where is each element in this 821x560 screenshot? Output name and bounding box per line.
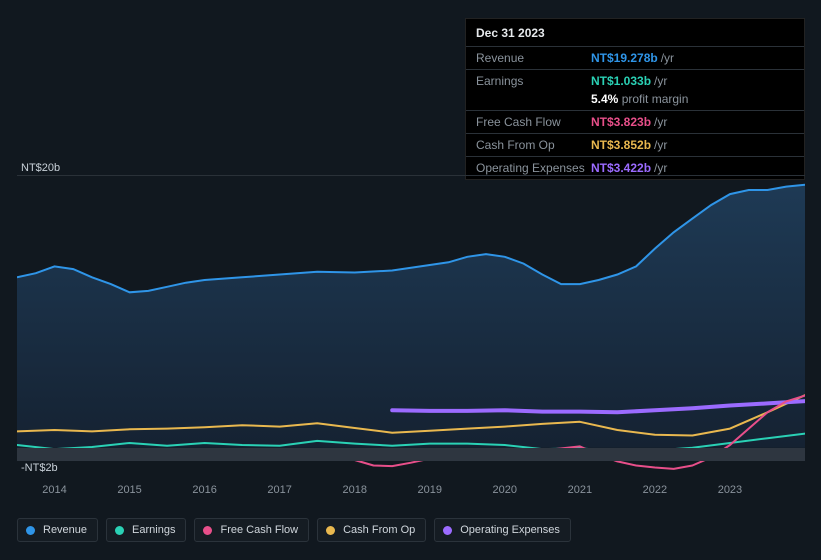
- chart-svg: [17, 175, 805, 475]
- legend-label: Earnings: [132, 524, 175, 536]
- x-tick-label: 2020: [493, 484, 517, 496]
- tooltip-value: NT$19.278b: [591, 51, 658, 65]
- x-tick-label: 2017: [267, 484, 291, 496]
- chart-tooltip: Dec 31 2023 RevenueNT$19.278b/yrEarnings…: [465, 18, 805, 180]
- legend-label: Free Cash Flow: [220, 524, 298, 536]
- legend-swatch-icon: [115, 526, 124, 535]
- tooltip-value: NT$3.852b: [591, 138, 651, 152]
- tooltip-row-cfo: Cash From OpNT$3.852b/yr: [466, 133, 804, 156]
- tooltip-unit: /yr: [661, 51, 674, 65]
- tooltip-label: Cash From Op: [476, 138, 591, 152]
- tooltip-unit: /yr: [654, 138, 667, 152]
- zero-baseline: [17, 448, 805, 461]
- chart-legend: Revenue Earnings Free Cash Flow Cash From O…: [17, 518, 571, 542]
- tooltip-subtext: 5.4% profit margin: [466, 90, 804, 110]
- tooltip-value: NT$1.033b: [591, 74, 651, 88]
- legend-swatch-icon: [326, 526, 335, 535]
- legend-item-opex[interactable]: Operating Expenses: [434, 518, 571, 542]
- tooltip-unit: /yr: [654, 74, 667, 88]
- x-tick-label: 2016: [192, 484, 216, 496]
- tooltip-row-earnings: EarningsNT$1.033b/yr: [466, 69, 804, 92]
- tooltip-date: Dec 31 2023: [466, 19, 804, 46]
- legend-item-fcf[interactable]: Free Cash Flow: [194, 518, 309, 542]
- legend-swatch-icon: [26, 526, 35, 535]
- legend-swatch-icon: [203, 526, 212, 535]
- tooltip-unit: /yr: [654, 115, 667, 129]
- x-tick-label: 2021: [568, 484, 592, 496]
- tooltip-label: Revenue: [476, 51, 591, 65]
- grid-line: [17, 175, 805, 176]
- x-tick-label: 2015: [117, 484, 141, 496]
- x-tick-label: 2022: [643, 484, 667, 496]
- chart-plot[interactable]: [17, 175, 805, 475]
- tooltip-row-revenue: RevenueNT$19.278b/yr: [466, 46, 804, 69]
- legend-item-cfo[interactable]: Cash From Op: [317, 518, 426, 542]
- legend-label: Revenue: [43, 524, 87, 536]
- x-axis: 2014 2015 2016 2017 2018 2019 2020 2021 2022 2023: [17, 484, 805, 498]
- x-tick-label: 2014: [42, 484, 66, 496]
- x-tick-label: 2018: [342, 484, 366, 496]
- legend-item-revenue[interactable]: Revenue: [17, 518, 98, 542]
- tooltip-unit: /yr: [654, 161, 667, 175]
- tooltip-label: Earnings: [476, 74, 591, 88]
- tooltip-row-fcf: Free Cash FlowNT$3.823b/yr: [466, 110, 804, 133]
- legend-item-earnings[interactable]: Earnings: [106, 518, 186, 542]
- y-tick-label: NT$20b: [21, 162, 60, 174]
- tooltip-value: NT$3.823b: [591, 115, 651, 129]
- tooltip-label: Operating Expenses: [476, 161, 591, 175]
- legend-label: Operating Expenses: [460, 524, 560, 536]
- tooltip-value: NT$3.422b: [591, 161, 651, 175]
- x-tick-label: 2023: [718, 484, 742, 496]
- legend-label: Cash From Op: [343, 524, 415, 536]
- tooltip-label: Free Cash Flow: [476, 115, 591, 129]
- legend-swatch-icon: [443, 526, 452, 535]
- x-tick-label: 2019: [418, 484, 442, 496]
